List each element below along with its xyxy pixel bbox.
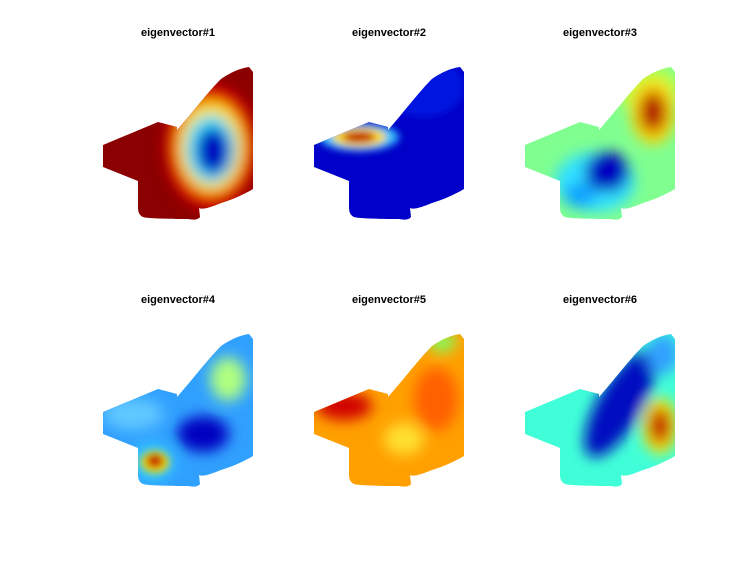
panel-title: eigenvector#5 [352, 294, 426, 306]
panel-title: eigenvector#3 [563, 27, 637, 39]
panel-title: eigenvector#1 [141, 27, 215, 39]
panel-title: eigenvector#4 [141, 294, 216, 306]
panel-title: eigenvector#2 [352, 27, 426, 39]
panel-title: eigenvector#6 [563, 294, 637, 306]
